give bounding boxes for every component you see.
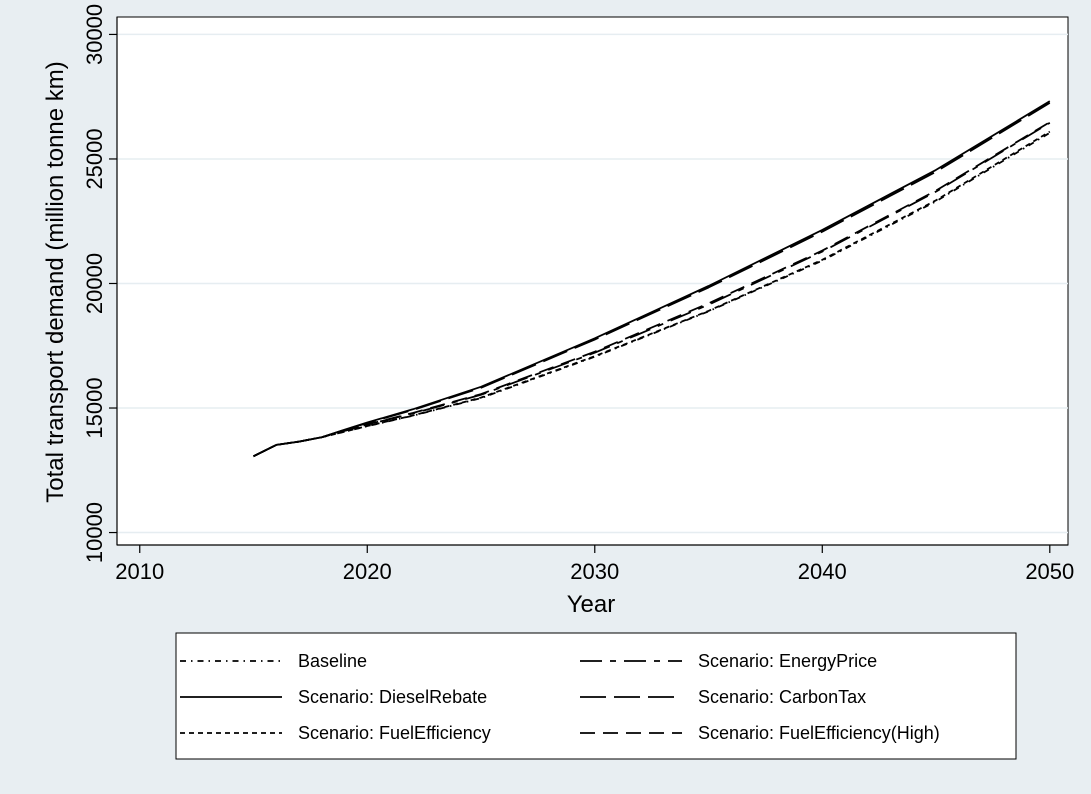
legend-label-baseline: Baseline: [298, 651, 367, 671]
series-line-scenario-fuelefficiency-high: [253, 121, 1051, 458]
legend-box: [175, 632, 1017, 760]
y-tick-label-15000: 15000: [82, 377, 107, 438]
legend-label-scenario-fuelefficiency-high: Scenario: FuelEfficiency(High): [698, 723, 940, 743]
x-axis-title: Year: [567, 591, 616, 618]
y-tick-label-20000: 20000: [82, 253, 107, 314]
x-tick-label-2050: 2050: [1025, 559, 1074, 584]
gridlines: [117, 33, 1068, 534]
y-tick-label-10000: 10000: [82, 502, 107, 563]
y-axis-ticks: 10000 15000 20000 25000 30000: [82, 4, 117, 563]
series-lines: [253, 100, 1051, 458]
legend-label-scenario-carbontax: Scenario: CarbonTax: [698, 687, 866, 707]
legend-label-scenario-dieselrebate: Scenario: DieselRebate: [298, 687, 487, 707]
x-tick-label-2040: 2040: [798, 559, 847, 584]
y-tick-label-30000: 30000: [82, 4, 107, 65]
x-axis-ticks: 2010 2020 2030 2040 2050: [115, 545, 1074, 584]
y-tick-label-25000: 25000: [82, 128, 107, 189]
x-tick-label-2010: 2010: [115, 559, 164, 584]
legend: Baseline Scenario: EnergyPrice Scenario: D…: [180, 651, 940, 743]
y-axis-title: Total transport demand (million tonne km…: [42, 61, 69, 503]
legend-label-scenario-fuelefficiency: Scenario: FuelEfficiency: [298, 723, 491, 743]
plot-area: [116, 16, 1069, 546]
axes: [116, 17, 1068, 546]
x-tick-label-2030: 2030: [570, 559, 619, 584]
legend-label-scenario-energyprice: Scenario: EnergyPrice: [698, 651, 877, 671]
x-tick-label-2020: 2020: [343, 559, 392, 584]
